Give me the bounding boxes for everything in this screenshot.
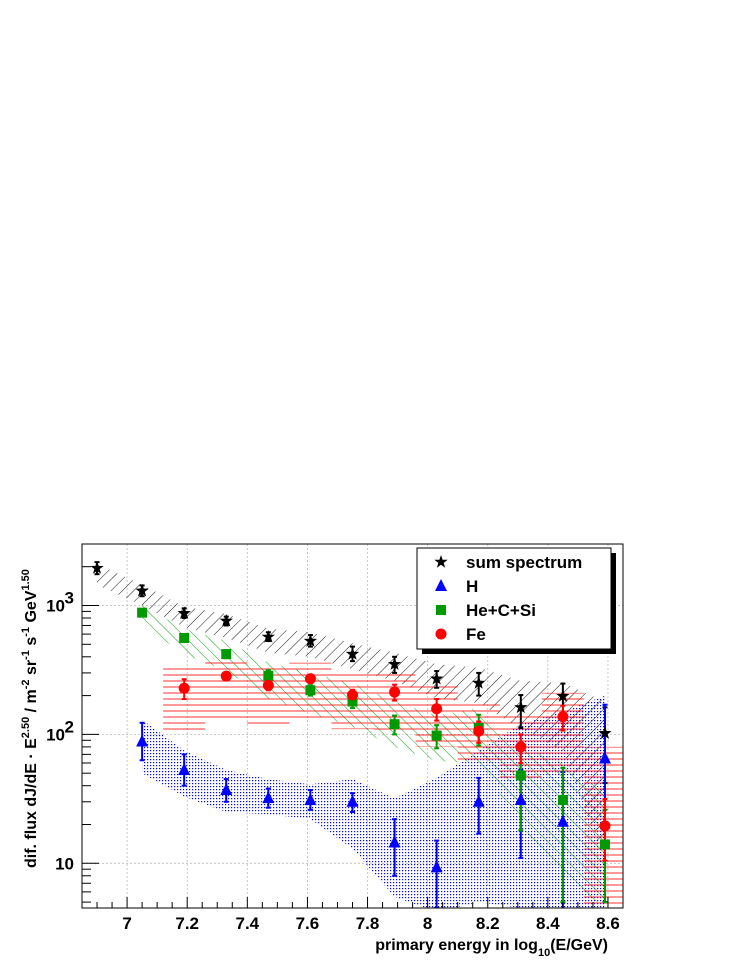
point-h — [136, 734, 149, 747]
point-h — [388, 835, 401, 848]
point-he-c-si — [221, 649, 232, 660]
x-tick-label: 8.2 — [476, 914, 500, 933]
point-he-c-si — [557, 794, 568, 805]
data-points — [90, 561, 612, 873]
point-h — [430, 860, 443, 873]
point-he-c-si — [347, 696, 358, 707]
point-fe — [473, 725, 485, 737]
x-axis-title: primary energy in log10(E/GeV) — [375, 937, 608, 959]
x-tick-label: 8 — [423, 914, 432, 933]
point-h — [178, 762, 191, 775]
point-sum-spectrum — [135, 583, 149, 597]
y-tick-label: 10 — [55, 854, 74, 873]
band-sum-spectrum — [97, 563, 605, 864]
legend: sum spectrum H He+C+Si Fe — [416, 547, 616, 654]
point-sum-spectrum — [303, 634, 318, 647]
point-he-c-si — [263, 670, 274, 681]
point-sum-spectrum — [556, 689, 570, 702]
x-axis-ticks: 7 7.2 7.4 7.6 7.8 8 8.2 8.4 8.6 — [96, 897, 624, 933]
legend-marker-he-c-si — [436, 605, 446, 615]
y-title-exp2: -2 — [20, 679, 32, 689]
y-axis-title: dif. flux dJ/dE · E2.50 / m-2 sr-1 s-1 G… — [20, 569, 40, 868]
legend-entries: sum spectrum H He+C+Si Fe — [434, 553, 582, 644]
point-fe — [262, 679, 274, 691]
point-h — [304, 792, 317, 805]
point-he-c-si — [515, 770, 526, 781]
y-title-prefix: dif. flux dJ/dE · E — [23, 738, 40, 868]
legend-marker-sum-spectrum — [434, 555, 448, 568]
point-fe — [178, 682, 190, 694]
point-h — [598, 751, 611, 764]
x-tick-label: 7.8 — [356, 914, 380, 933]
point-sum-spectrum — [387, 657, 402, 670]
y-title-mid: / m — [23, 689, 40, 717]
point-sum-spectrum — [430, 671, 444, 685]
point-sum-spectrum — [472, 676, 486, 689]
point-he-c-si — [137, 607, 148, 618]
point-h — [514, 792, 527, 805]
legend-label: sum spectrum — [466, 553, 582, 572]
x-tick-label: 8.4 — [536, 914, 560, 933]
y-title-exp5: 1.50 — [20, 569, 32, 590]
point-fe — [599, 820, 611, 832]
y-title-sr: sr — [23, 660, 40, 680]
point-fe — [304, 673, 316, 685]
band-fe — [163, 659, 623, 908]
uncertainty-bands — [97, 563, 623, 908]
point-sum-spectrum — [261, 630, 275, 643]
x-axis-title-sub: 10 — [538, 947, 550, 959]
point-sum-spectrum — [177, 606, 191, 619]
point-h — [556, 814, 569, 827]
point-he-c-si — [179, 632, 190, 643]
y-title-exp3: -1 — [20, 650, 32, 660]
legend-box — [416, 547, 612, 650]
point-he-c-si — [389, 719, 400, 730]
legend-label: H — [466, 577, 478, 596]
y-tick-exponent: 2 — [65, 717, 74, 736]
x-tick-label: 8.6 — [596, 914, 620, 933]
legend-marker-h — [435, 579, 447, 591]
point-h — [472, 794, 485, 807]
point-h — [346, 794, 359, 807]
y-tick-label: 10 — [46, 725, 65, 744]
legend-label: He+C+Si — [466, 601, 536, 620]
point-fe — [347, 689, 358, 701]
x-axis-title-main: primary energy in log — [375, 937, 538, 954]
legend-marker-fe — [435, 628, 447, 640]
y-title-exp1: 2.50 — [20, 717, 32, 738]
point-sum-spectrum — [90, 561, 104, 574]
point-he-c-si — [599, 839, 610, 850]
x-tick-label: 7.6 — [296, 914, 320, 933]
y-tick-exponent: 3 — [65, 589, 74, 608]
point-sum-spectrum — [345, 647, 360, 660]
point-sum-spectrum — [598, 726, 612, 739]
point-fe — [557, 711, 569, 723]
x-axis-title-tail: (E/GeV) — [550, 937, 608, 954]
point-sum-spectrum — [514, 700, 528, 714]
point-he-c-si — [305, 685, 316, 696]
x-tick-label: 7.4 — [235, 914, 259, 933]
legend-label: Fe — [466, 625, 486, 644]
point-fe — [220, 670, 232, 682]
point-he-c-si — [431, 730, 442, 741]
y-tick-label: 10 — [46, 597, 65, 616]
point-h — [220, 783, 233, 796]
point-fe — [431, 703, 443, 715]
point-fe — [389, 686, 401, 698]
y-title-exp4: -1 — [20, 627, 32, 637]
point-fe — [515, 741, 527, 753]
point-sum-spectrum — [219, 613, 233, 627]
x-tick-label: 7 — [122, 914, 131, 933]
y-title-s: s — [23, 637, 40, 650]
x-tick-label: 7.2 — [175, 914, 199, 933]
point-h — [262, 791, 275, 804]
y-title-gev: GeV — [23, 590, 40, 627]
